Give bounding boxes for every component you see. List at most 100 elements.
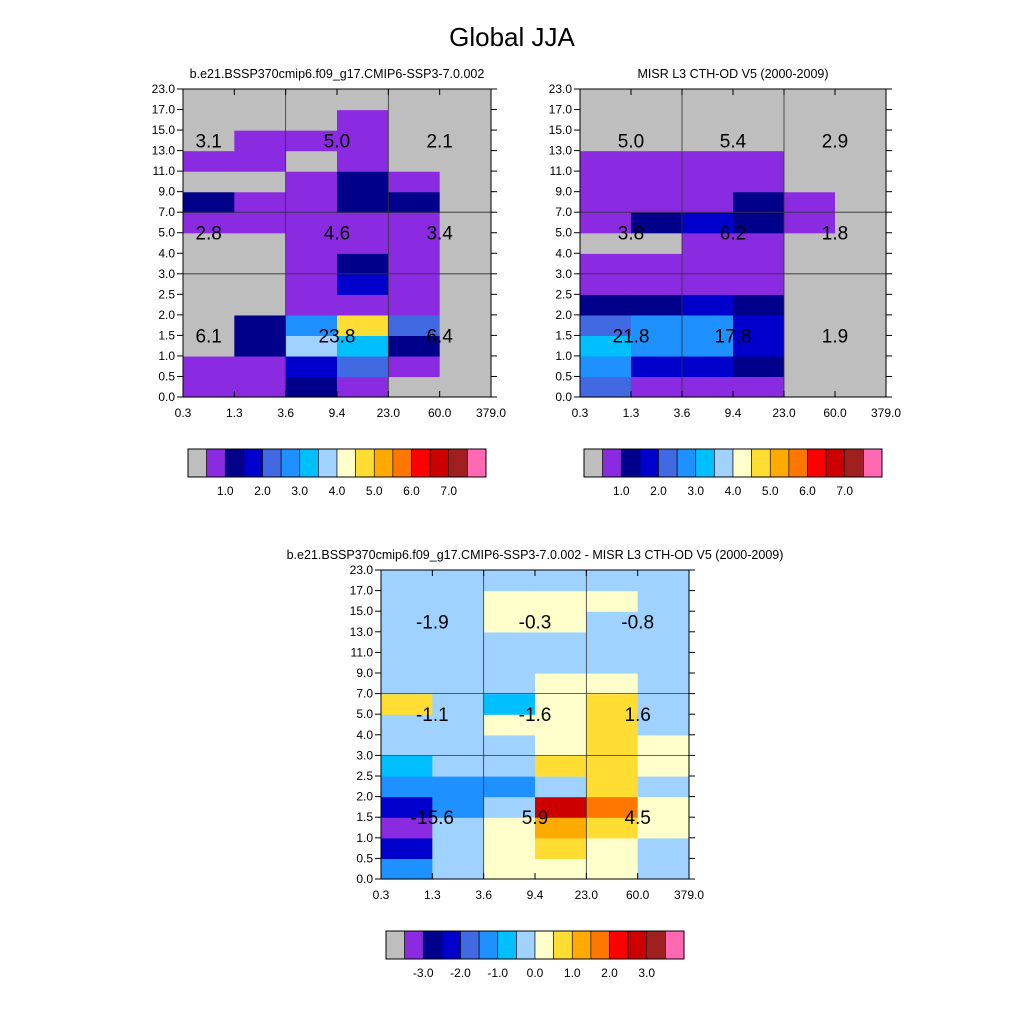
box-total-label: 4.5 xyxy=(624,808,650,829)
y-tick-label: 13.0 xyxy=(152,144,176,158)
heatmap-cell xyxy=(682,212,734,234)
heatmap-cell xyxy=(631,314,683,336)
heatmap-cell xyxy=(637,673,690,695)
heatmap-cell xyxy=(285,191,338,213)
y-tick-label: 5.0 xyxy=(356,707,373,721)
heatmap-cell xyxy=(234,294,287,316)
heatmap-cell xyxy=(439,150,492,172)
heatmap-cell xyxy=(580,89,632,111)
colorbar-swatch xyxy=(676,448,697,478)
heatmap-cell xyxy=(439,171,492,193)
box-total-label: 17.8 xyxy=(715,326,752,347)
heatmap-cell xyxy=(682,355,734,378)
box-total-label: -1.6 xyxy=(519,705,552,726)
heatmap-cell xyxy=(337,273,389,295)
heatmap-cell xyxy=(337,89,389,111)
y-tick-label: 1.0 xyxy=(158,349,175,363)
heatmap-cell xyxy=(631,212,683,234)
heatmap-cell xyxy=(586,673,639,695)
heatmap-cell xyxy=(337,335,389,357)
y-tick-label: 5.0 xyxy=(555,226,572,240)
heatmap-cell xyxy=(586,858,639,880)
panel-2: MISR L3 CTH-OD V5 (2000-2009) 0.3 1.3 3.6 9.… xyxy=(549,67,902,498)
heatmap-cell xyxy=(483,673,536,695)
heatmap-cell xyxy=(835,355,887,378)
y-tick-label: 17.0 xyxy=(152,103,176,117)
heatmap-cell xyxy=(432,714,485,736)
colorbar-label: 1.0 xyxy=(564,966,581,980)
heatmap-cell xyxy=(337,253,389,275)
heatmap-cell xyxy=(439,314,492,336)
colorbar-label: 3.0 xyxy=(638,966,655,980)
heatmap-cell xyxy=(483,796,536,818)
heatmap-cell xyxy=(637,734,690,756)
heatmap-cell xyxy=(535,776,587,798)
box-total-label: 1.6 xyxy=(624,705,650,726)
y-tick-label: 1.5 xyxy=(555,328,572,342)
heatmap-cell xyxy=(733,376,785,398)
x-tick-label: 0.3 xyxy=(175,406,192,420)
heatmap-cell xyxy=(784,294,836,316)
heatmap-cell xyxy=(835,253,887,275)
heatmap-cell xyxy=(733,273,785,295)
heatmap-cell xyxy=(483,693,536,715)
colorbar-label: 5.0 xyxy=(762,484,779,498)
heatmap-cell xyxy=(835,294,887,316)
colorbar-swatch xyxy=(571,930,592,960)
heatmap-cell xyxy=(580,355,632,378)
y-tick-label: 2.5 xyxy=(555,287,572,301)
colorbar-swatch xyxy=(460,930,480,960)
heatmap-cell xyxy=(381,858,433,880)
y-tick-label: 0.5 xyxy=(158,369,175,383)
y-tick-label: 0.5 xyxy=(356,851,373,865)
heatmap-cell xyxy=(682,130,734,152)
heatmap-cell xyxy=(388,130,441,152)
heatmap-cell xyxy=(631,376,683,398)
heatmap-cell xyxy=(835,273,887,295)
heatmap-cell xyxy=(586,693,639,715)
heatmap-cell xyxy=(381,817,433,839)
colorbar-swatch xyxy=(318,448,338,478)
heatmap-cell xyxy=(337,212,389,234)
colorbar-swatch xyxy=(609,930,629,960)
colorbar-swatch xyxy=(602,448,622,478)
colorbar-swatch xyxy=(658,448,678,478)
heatmap-cell xyxy=(586,755,639,777)
y-tick-label: 15.0 xyxy=(549,123,573,137)
heatmap-cell xyxy=(285,232,338,254)
colorbar-swatch xyxy=(411,448,431,478)
colorbar-label: -2.0 xyxy=(450,966,471,980)
heatmap-cell xyxy=(637,755,690,777)
panel-title: MISR L3 CTH-OD V5 (2000-2009) xyxy=(637,67,828,81)
x-tick-label: 9.4 xyxy=(329,406,346,420)
heatmap-cell xyxy=(285,253,338,275)
heatmap-cell xyxy=(835,171,887,193)
heatmap-cell xyxy=(234,253,287,275)
heatmap-cell xyxy=(381,776,433,798)
colorbar-label: 2.0 xyxy=(601,966,618,980)
heatmap-cell xyxy=(637,570,690,592)
heatmap-cell xyxy=(285,294,338,316)
heatmap-cell xyxy=(388,191,441,213)
heatmap-cell xyxy=(483,776,536,798)
heatmap-cell xyxy=(535,714,587,736)
heatmap-cell xyxy=(535,673,587,695)
heatmap-cell xyxy=(388,89,441,111)
heatmap-cell xyxy=(682,171,734,193)
heatmap-cell xyxy=(285,376,338,398)
heatmap-cell xyxy=(580,335,632,357)
heatmap-cell xyxy=(381,590,433,612)
colorbar-swatch xyxy=(262,448,282,478)
heatmap-cell xyxy=(835,130,887,152)
colorbar-swatch xyxy=(583,448,603,478)
box-total-label: -1.9 xyxy=(416,613,449,634)
heatmap-cell xyxy=(285,335,338,357)
heatmap-cell xyxy=(381,837,433,859)
colorbar-swatch xyxy=(844,448,864,478)
heatmap-cell xyxy=(637,590,690,612)
heatmap-cell xyxy=(432,590,485,612)
colorbar-label: 2.0 xyxy=(650,484,667,498)
heatmap-cell xyxy=(682,273,734,295)
heatmap-cell xyxy=(535,570,587,592)
heatmap-cell xyxy=(784,253,836,275)
